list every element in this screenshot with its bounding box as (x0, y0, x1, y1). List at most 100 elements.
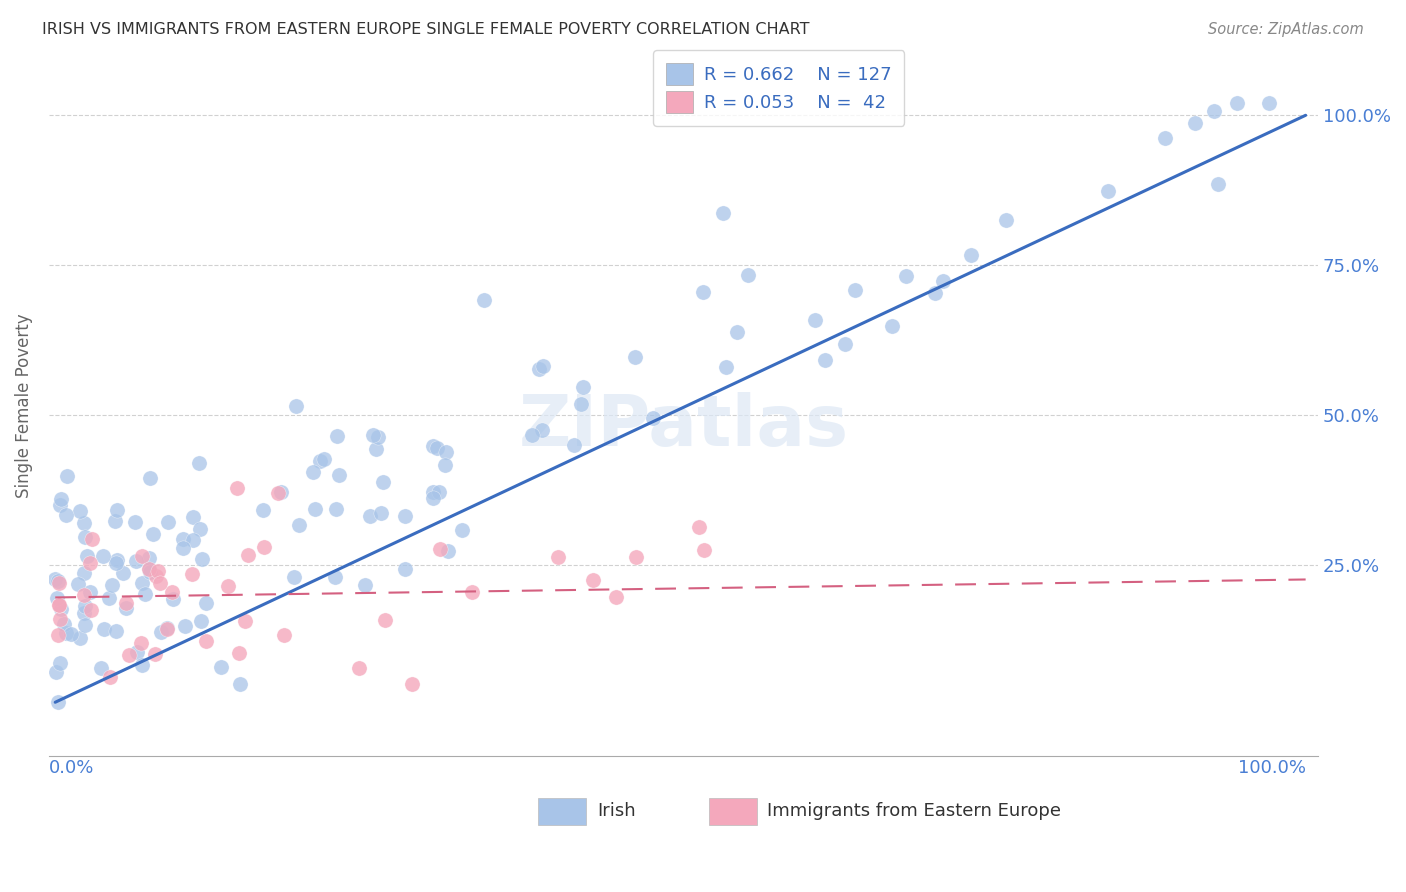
Point (138, 550, 160, 565)
Point (157, 515, 180, 529)
Point (273, 628, 295, 642)
Point (53, 617, 76, 632)
Point (571, 380, 593, 394)
Point (427, 485, 450, 500)
Point (725, 325, 748, 339)
Point (46, 591, 69, 606)
Point (172, 532, 194, 546)
Point (1258, 96, 1281, 111)
Point (73, 566, 96, 581)
Point (422, 491, 444, 505)
Point (326, 429, 349, 443)
Point (1206, 177, 1229, 191)
Point (434, 458, 457, 473)
Point (373, 475, 395, 490)
Point (605, 591, 627, 605)
Point (115, 601, 138, 615)
Point (309, 454, 332, 468)
Point (142, 527, 165, 541)
Point (252, 503, 274, 517)
Point (932, 274, 955, 288)
Point (361, 428, 384, 442)
Point (79, 556, 101, 570)
Text: 0.0%: 0.0% (49, 759, 94, 777)
Text: Immigrants from Eastern Europe: Immigrants from Eastern Europe (768, 802, 1062, 820)
Point (461, 585, 484, 599)
Point (896, 269, 918, 284)
Point (228, 646, 250, 660)
Point (46, 695, 69, 709)
Point (101, 578, 124, 592)
Text: Source: ZipAtlas.com: Source: ZipAtlas.com (1208, 22, 1364, 37)
Point (181, 533, 204, 548)
Point (569, 397, 592, 411)
Point (522, 428, 544, 442)
FancyBboxPatch shape (709, 798, 758, 825)
Point (181, 567, 204, 582)
Point (302, 465, 325, 479)
Point (49, 491, 72, 506)
Point (451, 524, 474, 538)
Point (49, 498, 72, 512)
Point (401, 677, 423, 691)
Point (236, 548, 259, 562)
Point (288, 517, 311, 532)
Point (118, 648, 141, 662)
Point (347, 661, 370, 675)
Point (138, 562, 160, 576)
Point (422, 439, 444, 453)
Point (366, 442, 388, 456)
Point (304, 501, 326, 516)
Point (143, 648, 166, 662)
Text: ZIPatlas: ZIPatlas (519, 392, 849, 461)
Point (90, 661, 112, 675)
Point (48, 576, 70, 591)
Point (325, 501, 347, 516)
Point (714, 360, 737, 375)
Point (49, 602, 72, 616)
Point (270, 484, 292, 499)
Point (472, 293, 495, 307)
Point (1184, 116, 1206, 130)
Point (156, 621, 179, 635)
Point (195, 633, 218, 648)
Text: IRISH VS IMMIGRANTS FROM EASTERN EUROPE SINGLE FEMALE POVERTY CORRELATION CHART: IRISH VS IMMIGRANTS FROM EASTERN EUROPE … (42, 22, 810, 37)
Point (124, 515, 146, 529)
Point (688, 520, 710, 534)
Point (693, 542, 716, 557)
Point (139, 566, 162, 580)
Point (173, 619, 195, 633)
Point (44, 572, 66, 586)
Point (1097, 185, 1119, 199)
Point (624, 550, 647, 565)
Point (131, 658, 153, 673)
FancyBboxPatch shape (537, 798, 586, 825)
Point (190, 614, 212, 628)
Point (434, 445, 457, 459)
Point (149, 624, 172, 639)
Point (194, 596, 217, 610)
Point (284, 399, 307, 413)
Point (75, 599, 97, 614)
Point (49, 611, 72, 625)
Point (75, 617, 97, 632)
Point (624, 350, 647, 364)
Point (76, 549, 98, 563)
Point (67, 577, 90, 591)
Point (429, 541, 451, 556)
Point (105, 552, 128, 566)
Point (394, 508, 416, 523)
Point (370, 506, 392, 520)
Point (924, 285, 946, 300)
Point (692, 285, 714, 299)
Point (209, 660, 232, 674)
Point (72, 516, 94, 530)
Point (131, 549, 153, 563)
Legend: R = 0.662    N = 127, R = 0.053    N =  42: R = 0.662 N = 127, R = 0.053 N = 42 (654, 51, 904, 126)
Point (115, 596, 138, 610)
Point (69, 632, 91, 646)
Point (190, 522, 212, 536)
Point (69, 503, 91, 517)
Text: Irish: Irish (598, 802, 636, 820)
Point (394, 562, 416, 576)
